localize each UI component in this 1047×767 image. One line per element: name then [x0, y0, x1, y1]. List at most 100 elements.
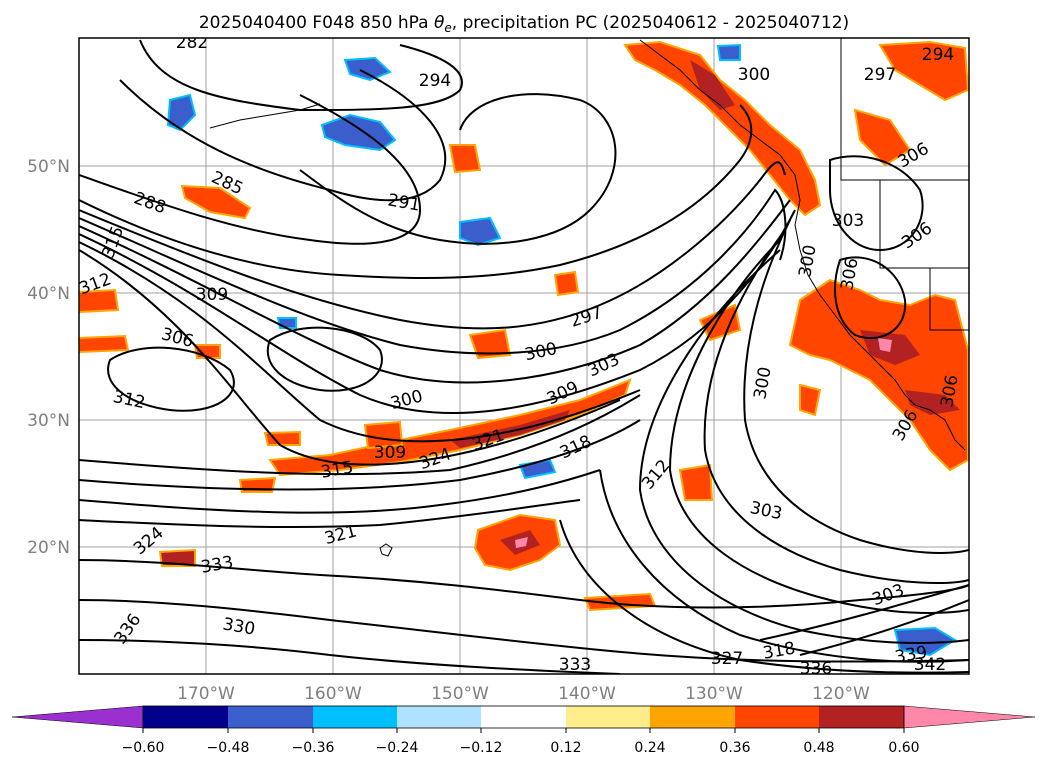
- precip-neg-6: [893, 626, 957, 657]
- colorbar-segment: [397, 706, 481, 728]
- contour-bc-closed: [829, 155, 924, 252]
- precip-bc-2: [853, 108, 912, 167]
- precipitation-fill: [79, 40, 969, 657]
- contour-label: 303: [832, 211, 864, 231]
- colorbar-tick-label: −0.24: [376, 740, 419, 756]
- colorbar-tick-label: −0.36: [292, 740, 335, 756]
- border-state-1: [879, 180, 969, 269]
- precip-bc: [878, 40, 969, 102]
- contour-se-2: [799, 599, 969, 656]
- contour-300: [79, 188, 787, 355]
- lat-label-30n: 30°N: [27, 411, 70, 431]
- colorbar-tick-label: 0.60: [888, 740, 919, 756]
- contour-309: [79, 241, 641, 443]
- border-state-2: [929, 268, 969, 331]
- precip-neg-2: [343, 56, 392, 82]
- contour-w-closed-2: [107, 346, 235, 412]
- contour-312: [79, 249, 621, 466]
- colorbar-tick-label: −0.12: [460, 740, 503, 756]
- contour-324: [79, 499, 581, 529]
- coastline-aleutians: [209, 103, 321, 129]
- contour-321: [79, 469, 601, 514]
- colorbar-extend-high: [903, 705, 1036, 729]
- precip-front-4: [263, 430, 301, 446]
- colorbar-ticks: [142, 728, 905, 733]
- coastline-hawaii: [379, 543, 393, 557]
- contour-label: 297: [864, 65, 896, 85]
- contour-label: 294: [922, 45, 954, 65]
- precip-sw-core: [905, 390, 960, 415]
- map-title: 2025040400 F048 850 hPa θe, precipitatio…: [199, 13, 849, 35]
- colorbar-segment: [819, 706, 904, 728]
- contour-label: 309: [374, 443, 406, 463]
- colorbar: −0.60 −0.48 −0.36 −0.24 −0.12 0.12 0.24 …: [11, 705, 1036, 756]
- lon-label-120w: 120°W: [812, 684, 870, 704]
- precip-baja: [799, 383, 822, 417]
- colorbar-segment: [143, 706, 228, 728]
- colorbar-segment: [481, 706, 566, 728]
- contour-336: [79, 639, 621, 674]
- precip-mid-3: [678, 463, 714, 501]
- border-canada-us: [840, 38, 969, 181]
- contour-se-1: [759, 584, 969, 641]
- precip-coast-nw: [623, 40, 822, 217]
- lat-label-50n: 50°N: [27, 157, 70, 177]
- title-subscript: e: [444, 21, 451, 35]
- contour-label: 327: [711, 649, 743, 669]
- precip-front-2: [363, 420, 404, 450]
- precip-california: [788, 278, 969, 472]
- colorbar-segment: [228, 706, 313, 728]
- colorbar-segment: [566, 706, 650, 728]
- colorbar-extend-low: [11, 705, 144, 729]
- contour-e-300: [743, 219, 969, 554]
- contour-sw-closed: [834, 256, 907, 340]
- map-frame: [78, 37, 970, 675]
- contour-w-closed: [267, 326, 383, 392]
- contour-318: [79, 419, 641, 491]
- contour-e-306: [668, 239, 969, 614]
- title-theta: θ: [434, 13, 445, 33]
- precip-neg-3: [459, 216, 502, 247]
- lon-label-130w: 130°W: [685, 684, 743, 704]
- colorbar-tick-label: −0.60: [122, 740, 165, 756]
- theta-e-contours: [79, 39, 969, 674]
- contour-label: 342: [914, 655, 946, 675]
- contour-330: [79, 559, 969, 609]
- precip-aleutian: [180, 184, 252, 220]
- colorbar-tick-label: 0.24: [634, 740, 665, 756]
- contour-label: 336: [800, 659, 832, 679]
- lon-label-140w: 140°W: [558, 684, 616, 704]
- precip-mid-1: [468, 328, 512, 360]
- contour-labels: 282 294 300 297 294 285 288 291 306 303 …: [79, 38, 963, 679]
- precip-california-max: [878, 338, 892, 352]
- map-content: 282 294 300 297 294 285 288 291 306 303 …: [79, 38, 969, 679]
- colorbar-segment: [313, 706, 397, 728]
- precip-coast-core: [690, 60, 735, 110]
- coastline-na: [639, 39, 966, 451]
- contour-333: [79, 599, 969, 663]
- precip-west: [79, 288, 120, 314]
- lon-label-170w: 170°W: [177, 684, 235, 704]
- colorbar-tick-label: −0.48: [207, 740, 250, 756]
- longitude-labels: 170°W 160°W 150°W 140°W 130°W 120°W: [177, 684, 870, 704]
- latitude-labels: 50°N 40°N 30°N 20°N: [27, 157, 70, 558]
- contour-285: [119, 69, 447, 202]
- colorbar-segment: [735, 706, 819, 728]
- lon-label-150w: 150°W: [431, 684, 489, 704]
- precip-mid-4: [553, 270, 580, 297]
- contour-303: [79, 199, 791, 384]
- contour-e-312: [638, 249, 969, 644]
- lat-label-20n: 20°N: [27, 538, 70, 558]
- contour-315: [79, 394, 641, 476]
- title-main: 2025040400 F048 850 hPa: [199, 13, 434, 33]
- precip-front: [268, 378, 632, 477]
- contour-label: 300: [738, 65, 770, 85]
- contour-288: [79, 94, 422, 245]
- precip-neg-8: [716, 43, 741, 61]
- contour-294: [79, 104, 753, 279]
- precip-goa: [448, 144, 482, 174]
- contour-label: 333: [559, 655, 591, 675]
- colorbar-outline: [142, 705, 905, 729]
- title-rest: , precipitation PC (2025040612 - 2025040…: [452, 13, 849, 33]
